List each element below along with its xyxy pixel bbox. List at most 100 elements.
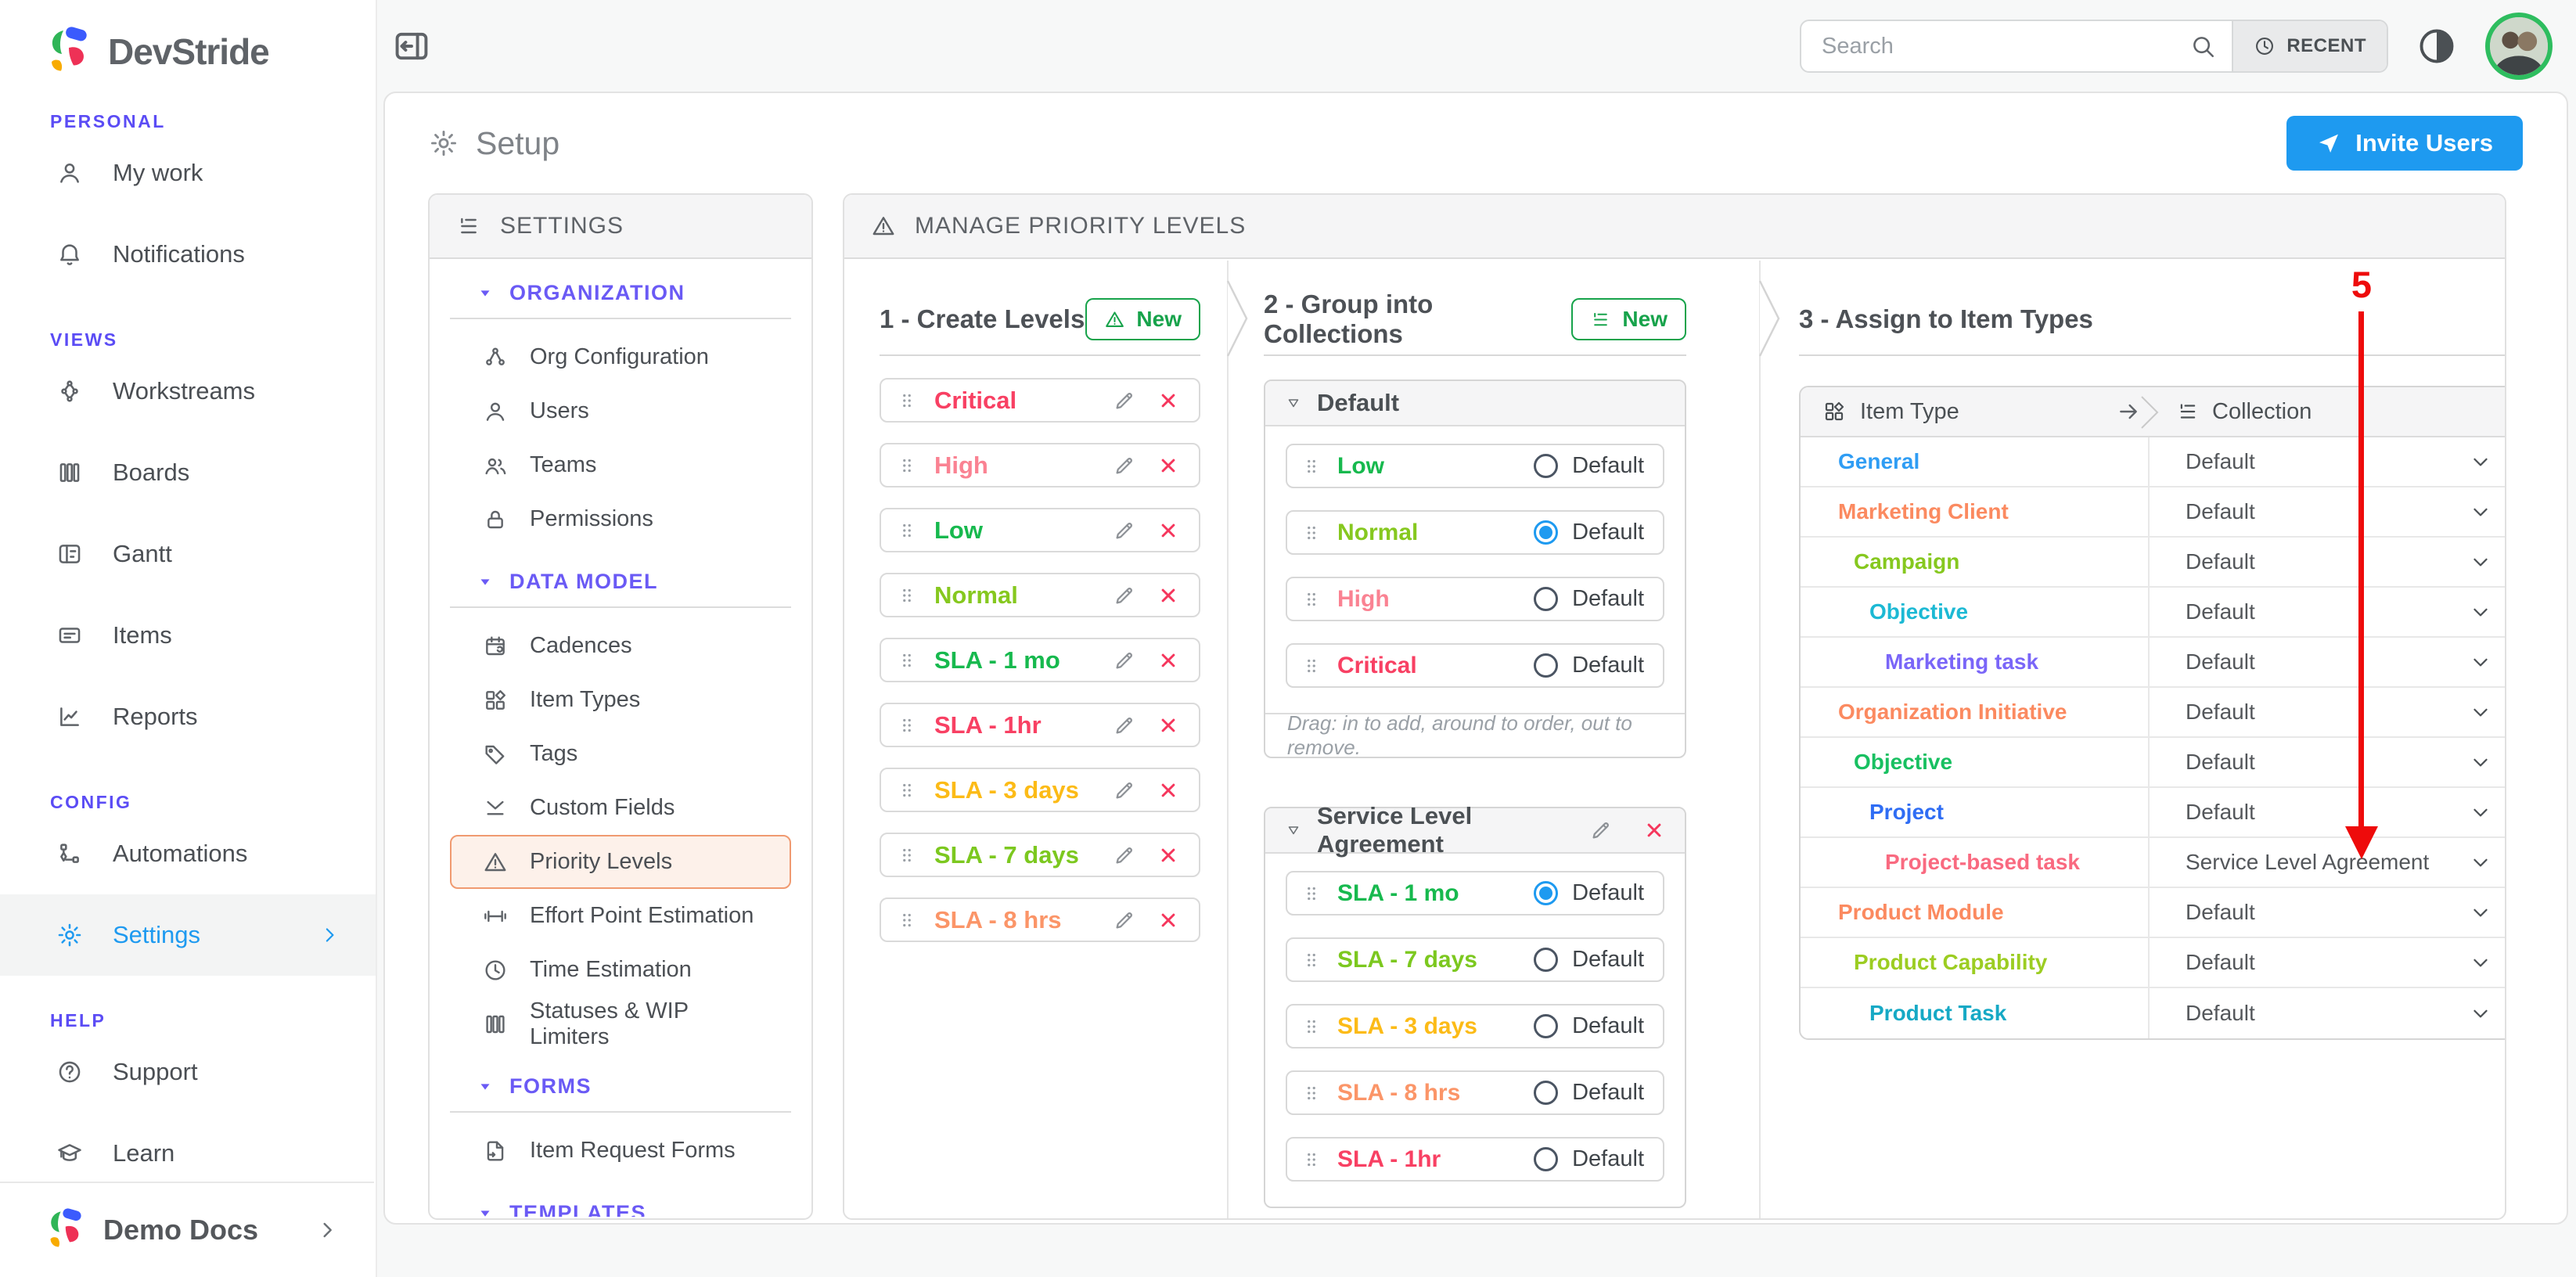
nav-group-organization[interactable]: ORGANIZATION — [477, 281, 791, 305]
drag-handle-icon[interactable] — [1301, 588, 1322, 611]
delete-icon[interactable] — [1157, 389, 1180, 412]
collapse-triangle-icon[interactable] — [1284, 821, 1303, 840]
nav-group-data-model[interactable]: DATA MODEL — [477, 570, 791, 594]
drag-handle-icon[interactable] — [897, 454, 917, 477]
nav-item-users[interactable]: Users — [450, 384, 791, 438]
demo-docs-button[interactable]: Demo Docs — [0, 1182, 374, 1277]
collection-select[interactable]: Default — [2150, 988, 2505, 1038]
default-radio[interactable] — [1534, 1147, 1559, 1171]
drag-handle-icon[interactable] — [897, 519, 917, 542]
edit-icon[interactable] — [1113, 649, 1136, 672]
sidebar-item-items[interactable]: Items — [0, 595, 376, 676]
nav-item-tags[interactable]: Tags — [450, 727, 791, 781]
item-type-link[interactable]: Product Task — [1801, 988, 2150, 1038]
default-radio[interactable] — [1534, 587, 1559, 611]
sidebar-item-settings[interactable]: Settings — [0, 894, 376, 976]
drag-handle-icon[interactable] — [897, 714, 917, 737]
edit-icon[interactable] — [1113, 454, 1136, 477]
drag-handle-icon[interactable] — [1301, 1015, 1322, 1038]
item-type-link[interactable]: Objective — [1801, 738, 2150, 786]
nav-item-teams[interactable]: Teams — [450, 438, 791, 492]
drag-handle-icon[interactable] — [1301, 882, 1322, 905]
collection-select[interactable]: Default — [2150, 538, 2505, 586]
item-type-link[interactable]: Marketing task — [1801, 638, 2150, 686]
default-radio[interactable] — [1534, 1014, 1559, 1038]
edit-icon[interactable] — [1589, 818, 1613, 842]
delete-icon[interactable] — [1157, 844, 1180, 867]
edit-icon[interactable] — [1113, 779, 1136, 802]
nav-item-cadences[interactable]: Cadences — [450, 619, 791, 673]
drag-handle-icon[interactable] — [1301, 1081, 1322, 1105]
search-input[interactable] — [1801, 21, 2190, 71]
sidebar-item-my-work[interactable]: My work — [0, 132, 376, 214]
nav-item-org-configuration[interactable]: Org Configuration — [450, 330, 791, 384]
theme-toggle-icon[interactable] — [2416, 26, 2457, 67]
collection-select[interactable]: Default — [2150, 638, 2505, 686]
edit-icon[interactable] — [1113, 714, 1136, 737]
edit-icon[interactable] — [1113, 908, 1136, 932]
collapse-triangle-icon[interactable] — [1284, 394, 1303, 412]
collection-select[interactable]: Default — [2150, 688, 2505, 736]
search-icon[interactable] — [2189, 33, 2216, 59]
collection-select[interactable]: Default — [2150, 738, 2505, 786]
edit-icon[interactable] — [1113, 389, 1136, 412]
delete-icon[interactable] — [1157, 454, 1180, 477]
drag-handle-icon[interactable] — [1301, 455, 1322, 478]
collection-select[interactable]: Default — [2150, 437, 2505, 486]
invite-users-button[interactable]: Invite Users — [2286, 116, 2523, 171]
default-radio[interactable] — [1534, 454, 1559, 478]
item-type-link[interactable]: Product Capability — [1801, 938, 2150, 987]
app-logo[interactable]: DevStride — [0, 0, 376, 77]
sidebar-item-automations[interactable]: Automations — [0, 813, 376, 894]
drag-handle-icon[interactable] — [897, 844, 917, 867]
delete-icon[interactable] — [1157, 908, 1180, 932]
collection-select[interactable]: Default — [2150, 888, 2505, 937]
nav-item-effort-point-estimation[interactable]: Effort Point Estimation — [450, 889, 791, 943]
recent-button[interactable]: RECENT — [2232, 21, 2387, 71]
item-type-link[interactable]: General — [1801, 437, 2150, 486]
drag-handle-icon[interactable] — [897, 649, 917, 672]
sidebar-item-notifications[interactable]: Notifications — [0, 214, 376, 295]
edit-icon[interactable] — [1113, 519, 1136, 542]
drag-handle-icon[interactable] — [1301, 948, 1322, 972]
nav-group-forms[interactable]: FORMS — [477, 1074, 791, 1099]
sidebar-item-boards[interactable]: Boards — [0, 432, 376, 513]
item-type-link[interactable]: Organization Initiative — [1801, 688, 2150, 736]
drag-handle-icon[interactable] — [897, 779, 917, 802]
delete-icon[interactable] — [1157, 584, 1180, 607]
nav-item-permissions[interactable]: Permissions — [450, 492, 791, 546]
delete-icon[interactable] — [1157, 779, 1180, 802]
drag-handle-icon[interactable] — [1301, 521, 1322, 545]
default-radio-selected[interactable] — [1534, 520, 1559, 545]
drag-handle-icon[interactable] — [1301, 654, 1322, 678]
delete-icon[interactable] — [1157, 714, 1180, 737]
sidebar-item-support[interactable]: Support — [0, 1031, 376, 1113]
collection-select[interactable]: Default — [2150, 938, 2505, 987]
item-type-link[interactable]: Campaign — [1801, 538, 2150, 586]
sidebar-item-reports[interactable]: Reports — [0, 676, 376, 757]
nav-item-item-request-forms[interactable]: Item Request Forms — [450, 1124, 791, 1178]
edit-icon[interactable] — [1113, 584, 1136, 607]
item-type-link[interactable]: Marketing Client — [1801, 487, 2150, 536]
drag-handle-icon[interactable] — [897, 389, 917, 412]
sidebar-item-gantt[interactable]: Gantt — [0, 513, 376, 595]
default-radio-selected[interactable] — [1534, 881, 1559, 905]
drag-handle-icon[interactable] — [897, 908, 917, 932]
nav-item-time-estimation[interactable]: Time Estimation — [450, 943, 791, 997]
sidebar-item-workstreams[interactable]: Workstreams — [0, 351, 376, 432]
item-type-link[interactable]: Product Module — [1801, 888, 2150, 937]
item-type-link[interactable]: Project-based task — [1801, 838, 2150, 887]
delete-icon[interactable] — [1642, 818, 1666, 842]
collection-select[interactable]: Default — [2150, 487, 2505, 536]
avatar[interactable] — [2485, 13, 2553, 80]
drag-handle-icon[interactable] — [1301, 1148, 1322, 1171]
default-radio[interactable] — [1534, 948, 1559, 972]
delete-icon[interactable] — [1157, 649, 1180, 672]
item-type-link[interactable]: Objective — [1801, 588, 2150, 636]
collection-select[interactable]: Service Level Agreement — [2150, 838, 2505, 887]
collection-select[interactable]: Default — [2150, 788, 2505, 836]
sidebar-item-learn[interactable]: Learn — [0, 1113, 376, 1194]
default-radio[interactable] — [1534, 1081, 1559, 1105]
nav-group-templates[interactable]: TEMPLATES — [477, 1201, 791, 1217]
nav-item-custom-fields[interactable]: Custom Fields — [450, 781, 791, 835]
